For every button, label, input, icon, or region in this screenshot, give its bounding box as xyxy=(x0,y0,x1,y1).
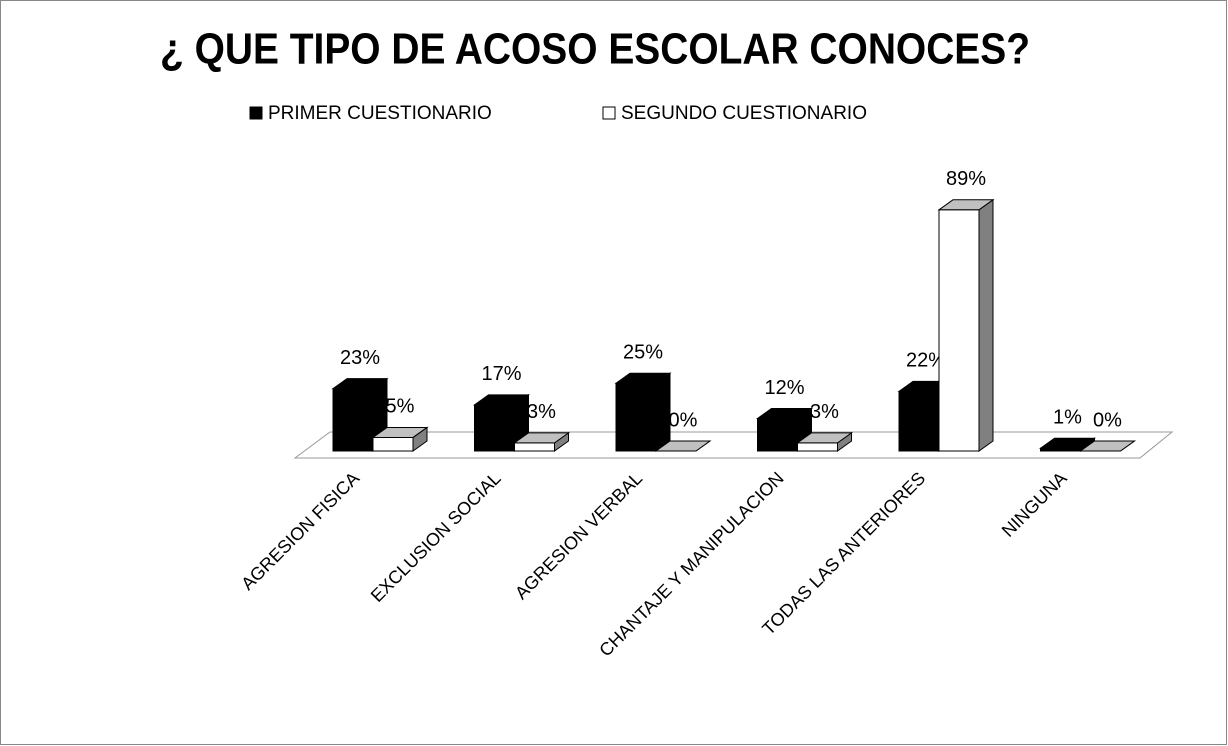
bar-top xyxy=(795,432,854,444)
bar-front xyxy=(474,404,515,452)
value-label: 17% xyxy=(481,363,521,385)
bar-side xyxy=(978,198,994,452)
value-label: 5% xyxy=(386,396,415,418)
legend-label: SEGUNDO CUESTIONARIO xyxy=(621,103,867,124)
bar-top xyxy=(937,199,995,211)
bar-front xyxy=(938,209,980,452)
bar-front xyxy=(898,390,940,452)
chart-title: ¿ QUE TIPO DE ACOSO ESCOLAR CONOCES? xyxy=(160,25,1030,74)
bar-front xyxy=(332,388,374,452)
bar-front xyxy=(797,442,838,452)
bar-front xyxy=(615,382,657,452)
bar-top xyxy=(1038,437,1097,449)
value-label: 0% xyxy=(669,409,698,431)
bar-top xyxy=(371,426,429,438)
bar-top xyxy=(512,432,571,444)
bar-top xyxy=(755,407,814,419)
value-label: 12% xyxy=(764,377,804,399)
bar-front xyxy=(514,442,555,452)
legend-swatch xyxy=(249,106,263,120)
value-label: 25% xyxy=(623,342,663,364)
legend-swatch xyxy=(602,106,616,120)
legend-label: PRIMER CUESTIONARIO xyxy=(268,103,492,124)
value-label: 23% xyxy=(340,347,380,369)
value-label: 3% xyxy=(527,401,556,423)
value-label: 1% xyxy=(1053,407,1082,429)
bar-top xyxy=(472,394,531,406)
value-label: 22% xyxy=(906,350,946,372)
value-label: 0% xyxy=(1093,409,1122,431)
value-label: 3% xyxy=(810,401,839,423)
floor xyxy=(293,431,1174,459)
bar-top xyxy=(614,372,672,384)
bar-top xyxy=(654,440,712,452)
bar-top xyxy=(331,378,389,390)
value-label: 89% xyxy=(946,168,986,190)
bar-front xyxy=(757,417,798,452)
bar-front xyxy=(372,436,414,452)
bar-top xyxy=(1078,440,1137,452)
